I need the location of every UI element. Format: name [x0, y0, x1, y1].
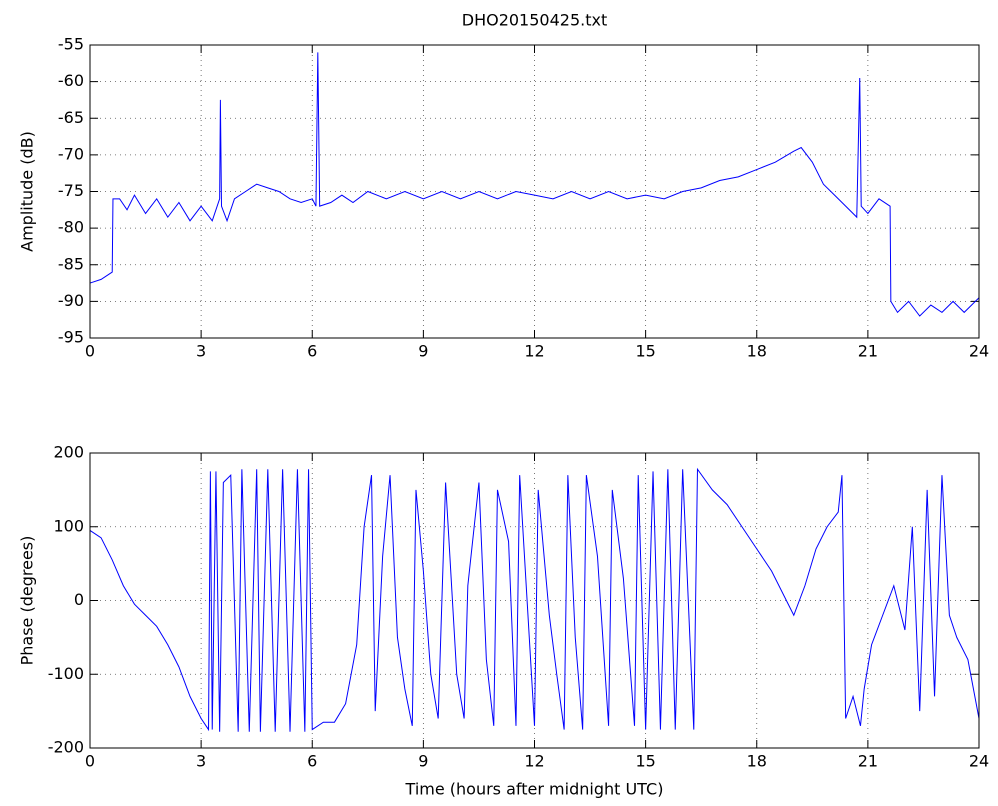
x-tick-label: 24	[969, 342, 989, 361]
x-tick-label: 15	[635, 752, 655, 771]
y-tick-label: 100	[53, 516, 84, 535]
plot-frame	[89, 44, 980, 339]
y-tick-label: -60	[58, 71, 84, 90]
y-tick-label: -65	[58, 108, 84, 127]
x-tick-label: 21	[858, 342, 878, 361]
x-tick-label: 3	[196, 342, 206, 361]
plot-frame	[89, 452, 980, 749]
y-axis-label: Phase (degrees)	[18, 536, 37, 666]
y-tick-label: -70	[58, 144, 84, 163]
x-tick-label: 12	[524, 752, 544, 771]
chart-title: DHO20150425.txt	[462, 11, 607, 30]
y-tick-label: -200	[48, 738, 84, 757]
x-tick-label: 9	[418, 342, 428, 361]
y-tick-label: -55	[58, 35, 84, 54]
x-tick-label: 18	[747, 752, 767, 771]
x-tick-label: 24	[969, 752, 989, 771]
y-axis-label: Amplitude (dB)	[18, 131, 37, 252]
y-tick-label: -100	[48, 664, 84, 683]
x-tick-label: 0	[85, 342, 95, 361]
y-tick-label: -80	[58, 218, 84, 237]
x-axis-label: Time (hours after midnight UTC)	[405, 780, 664, 799]
x-tick-label: 3	[196, 752, 206, 771]
y-tick-label: -75	[58, 181, 84, 200]
data-line	[89, 467, 980, 732]
data-line	[89, 52, 980, 317]
x-tick-label: 12	[524, 342, 544, 361]
x-tick-label: 21	[858, 752, 878, 771]
x-tick-label: 6	[307, 342, 317, 361]
y-tick-label: -90	[58, 291, 84, 310]
x-tick-label: 18	[747, 342, 767, 361]
y-tick-label: -85	[58, 254, 84, 273]
x-tick-label: 9	[418, 752, 428, 771]
y-tick-label: 0	[74, 590, 84, 609]
y-tick-label: 200	[53, 443, 84, 462]
y-tick-label: -95	[58, 328, 84, 347]
x-tick-label: 15	[635, 342, 655, 361]
x-tick-label: 0	[85, 752, 95, 771]
x-tick-label: 6	[307, 752, 317, 771]
